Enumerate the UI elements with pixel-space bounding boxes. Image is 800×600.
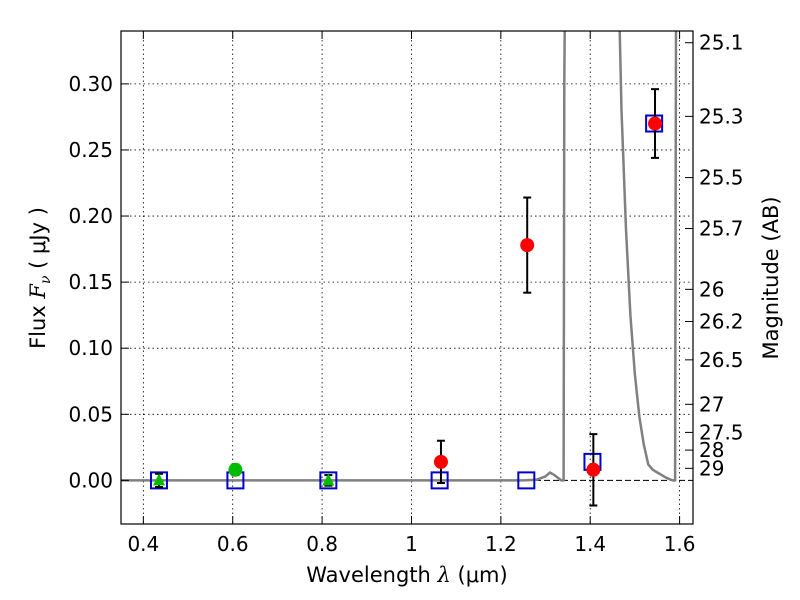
x-tick-label: 0.4 [127, 532, 159, 556]
x-tick-label: 0.6 [217, 532, 249, 556]
secondary-y-axis-label: Magnitude (AB) [759, 196, 783, 359]
tick-layer: 0.4 0.6 0.8 1 1.2 1.4 1.6 0.00 0.05 0.10 0.15 0.20 0… [68, 31, 743, 556]
model-flux-marker [517, 471, 536, 490]
y-tick-label: 0.00 [68, 468, 113, 492]
x-tick-label: 1.2 [485, 532, 517, 556]
y-tick-label: 0.10 [68, 336, 113, 360]
x-tick-label: 1.6 [664, 532, 696, 556]
x-tick-label: 1 [405, 532, 418, 556]
y2-tick-label: 26.2 [699, 309, 744, 333]
x-axis-label: Wavelength λ (μm) [306, 563, 507, 587]
x-tick-label: 1.4 [574, 532, 606, 556]
y-tick-label: 0.30 [68, 72, 113, 96]
y2-tick-label: 27 [699, 392, 724, 416]
model-curve [121, 31, 566, 482]
model-curve [618, 31, 678, 482]
y2-tick-label: 27.5 [699, 420, 744, 444]
observed-flux-point [520, 238, 535, 253]
observed-flux-triangle [152, 473, 165, 486]
y-axis-label: Flux Fν ( μJy ) [26, 207, 54, 349]
y2-tick-label: 25.5 [699, 166, 744, 190]
y-tick-label: 0.25 [68, 138, 113, 162]
model-flux-marker [149, 471, 168, 490]
observed-flux-triangle [322, 473, 335, 486]
y2-tick-label: 26.5 [699, 348, 744, 372]
x-tick-label: 0.8 [306, 532, 338, 556]
model-flux-marker [430, 471, 449, 490]
observed-flux-point [648, 116, 663, 131]
y2-tick-label: 26 [699, 277, 724, 301]
model-flux-marker [319, 471, 338, 490]
plot-frame [120, 30, 694, 525]
y-tick-label: 0.05 [68, 402, 113, 426]
observed-flux-point [433, 454, 448, 469]
y-tick-label: 0.15 [68, 270, 113, 294]
y2-tick-label: 25.3 [699, 104, 744, 128]
observed-flux-point [586, 462, 601, 477]
grid-layer [121, 31, 693, 524]
series-layer [121, 31, 678, 507]
y2-tick-label: 29 [699, 456, 724, 480]
observed-flux-point [228, 462, 243, 477]
y-tick-label: 0.20 [68, 204, 113, 228]
y2-tick-label: 25.1 [699, 31, 744, 55]
y2-tick-label: 28 [699, 438, 724, 462]
y2-tick-label: 25.7 [699, 217, 744, 241]
